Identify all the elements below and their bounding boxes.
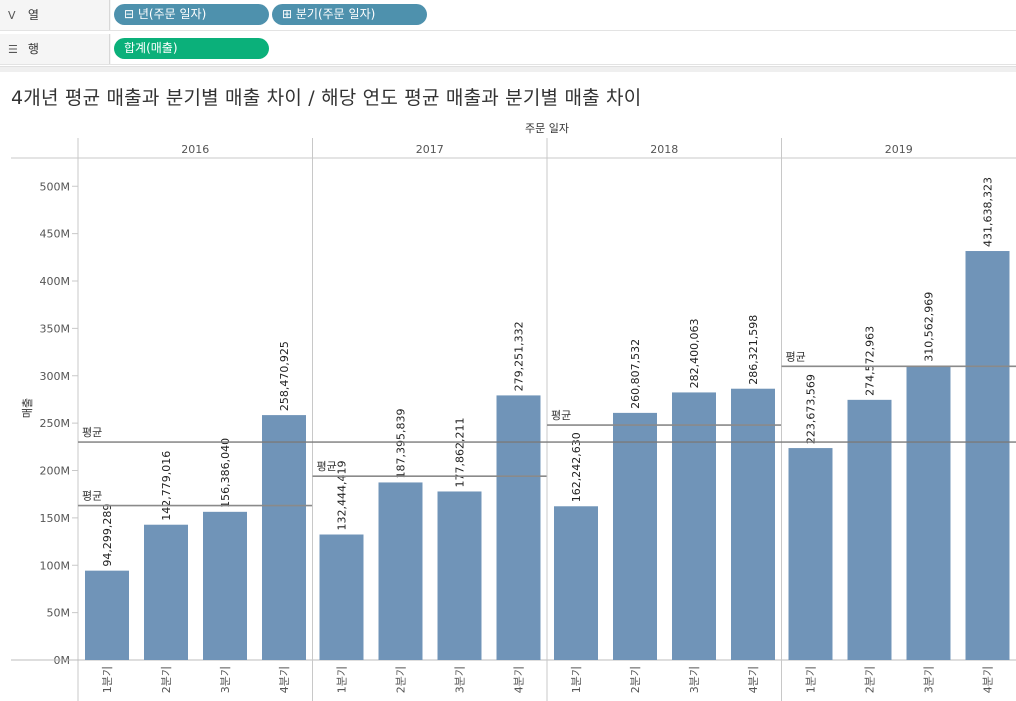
quarter-label-2019-q2: 2분기	[864, 666, 877, 693]
quarter-label-2017-q2: 2분기	[395, 666, 408, 693]
bar-2016-q1	[85, 570, 129, 660]
bar-2016-q2	[144, 524, 188, 660]
bar-2017-q1	[319, 534, 364, 660]
quarter-label-2016-q4: 4분기	[278, 666, 291, 693]
pill-sum-sales[interactable]: 합계(매출)	[114, 38, 269, 59]
year-average-label-2016: 평균	[82, 490, 102, 503]
bar-2017-q4	[496, 395, 541, 660]
value-label-2016-q2: 142,779,016	[160, 451, 173, 521]
year-header-2016: 2016	[181, 143, 209, 156]
y-tick-label: 500M	[40, 180, 71, 193]
quarter-label-2018-q1: 1분기	[570, 666, 583, 693]
quarter-label-2019-q4: 4분기	[982, 666, 995, 693]
bar-2019-q3	[906, 365, 951, 660]
year-average-label-2018: 평균	[551, 409, 571, 422]
columns-shelf-label: Ⅴ 열	[0, 0, 110, 30]
pill-year-order-date[interactable]: ⊟ 년(주문 일자)	[114, 4, 269, 25]
year-average-label-2019: 평균	[786, 350, 806, 363]
bar-2019-q2	[847, 399, 892, 660]
y-tick-label: 300M	[40, 370, 71, 383]
quarter-label-2016-q3: 3분기	[219, 666, 232, 693]
bar-2016-q4	[262, 415, 306, 660]
rows-drop-area[interactable]: 합계(매출)	[111, 34, 1016, 64]
value-label-2018-q4: 286,321,598	[747, 315, 760, 385]
bar-2016-q3	[203, 511, 247, 660]
bar-2018-q3	[672, 392, 716, 660]
bar-2017-q2	[378, 482, 423, 660]
y-tick-label: 250M	[40, 417, 71, 430]
rows-shelf-label: ☰ 행	[0, 34, 110, 64]
y-tick-label: 350M	[40, 322, 71, 335]
value-label-2017-q1: 132,444,419	[336, 461, 349, 531]
value-label-2017-q3: 177,862,211	[454, 417, 467, 487]
quarter-label-2017-q1: 1분기	[336, 666, 349, 693]
y-tick-label: 400M	[40, 275, 71, 288]
quarter-label-2016-q1: 1분기	[101, 666, 114, 693]
year-header-2018: 2018	[650, 143, 678, 156]
y-tick-label: 100M	[40, 559, 71, 572]
bar-2017-q3	[437, 491, 482, 660]
value-label-2016-q1: 94,299,289	[101, 504, 114, 567]
value-label-2019-q2: 274,572,963	[864, 326, 877, 396]
overall-average-label: 평균	[82, 426, 102, 439]
bar-2018-q4	[731, 388, 775, 660]
year-header-2017: 2017	[416, 143, 444, 156]
rows-icon: ☰	[8, 43, 18, 56]
value-label-2016-q4: 258,470,925	[278, 341, 291, 411]
pill-quarter-order-date[interactable]: ⊞ 분기(주문 일자)	[272, 4, 427, 25]
columns-shelf: Ⅴ 열 ⊟ 년(주문 일자) ⊞ 분기(주문 일자)	[0, 0, 1016, 31]
shelf-divider	[0, 66, 1016, 72]
columns-drop-area[interactable]: ⊟ 년(주문 일자) ⊞ 분기(주문 일자)	[111, 0, 1016, 30]
quarter-label-2018-q4: 4분기	[747, 666, 760, 693]
quarter-label-2018-q2: 2분기	[629, 666, 642, 693]
rows-shelf: ☰ 행 합계(매출)	[0, 34, 1016, 65]
value-label-2017-q2: 187,395,839	[395, 408, 408, 478]
columns-icon: Ⅴ	[8, 9, 16, 22]
year-header-2019: 2019	[885, 143, 913, 156]
value-label-2017-q4: 279,251,332	[513, 321, 526, 391]
view-title: 4개년 평균 매출과 분기별 매출 차이 / 해당 연도 평균 매출과 분기별 …	[11, 87, 642, 109]
y-tick-label: 200M	[40, 465, 71, 478]
y-tick-label: 450M	[40, 228, 71, 241]
value-label-2018-q1: 162,242,630	[570, 432, 583, 502]
value-label-2019-q1: 223,673,569	[805, 374, 818, 444]
rows-shelf-text: 행	[27, 42, 39, 56]
year-average-label-2017: 평균	[317, 460, 337, 473]
bar-2018-q2	[613, 412, 657, 660]
y-axis-title: 매출	[21, 398, 34, 418]
y-tick-label: 150M	[40, 512, 71, 525]
value-label-2018-q2: 260,807,532	[629, 339, 642, 409]
quarter-label-2019-q1: 1분기	[805, 666, 818, 693]
column-header-label: 주문 일자	[525, 121, 569, 135]
bar-2018-q1	[554, 506, 598, 660]
quarter-label-2017-q4: 4분기	[513, 666, 526, 693]
quarter-label-2018-q3: 3분기	[688, 666, 701, 693]
quarter-label-2017-q3: 3분기	[454, 666, 467, 693]
bar-2019-q4	[965, 251, 1010, 660]
columns-shelf-text: 열	[27, 8, 39, 22]
value-label-2019-q3: 310,562,969	[923, 292, 936, 362]
quarter-label-2016-q2: 2분기	[160, 666, 173, 693]
bar-2019-q1	[788, 448, 833, 660]
value-label-2016-q3: 156,386,040	[219, 438, 232, 508]
y-tick-label: 50M	[47, 607, 71, 620]
quarter-label-2019-q3: 3분기	[923, 666, 936, 693]
value-label-2019-q4: 431,638,323	[982, 177, 995, 247]
value-label-2018-q3: 282,400,063	[688, 318, 701, 388]
